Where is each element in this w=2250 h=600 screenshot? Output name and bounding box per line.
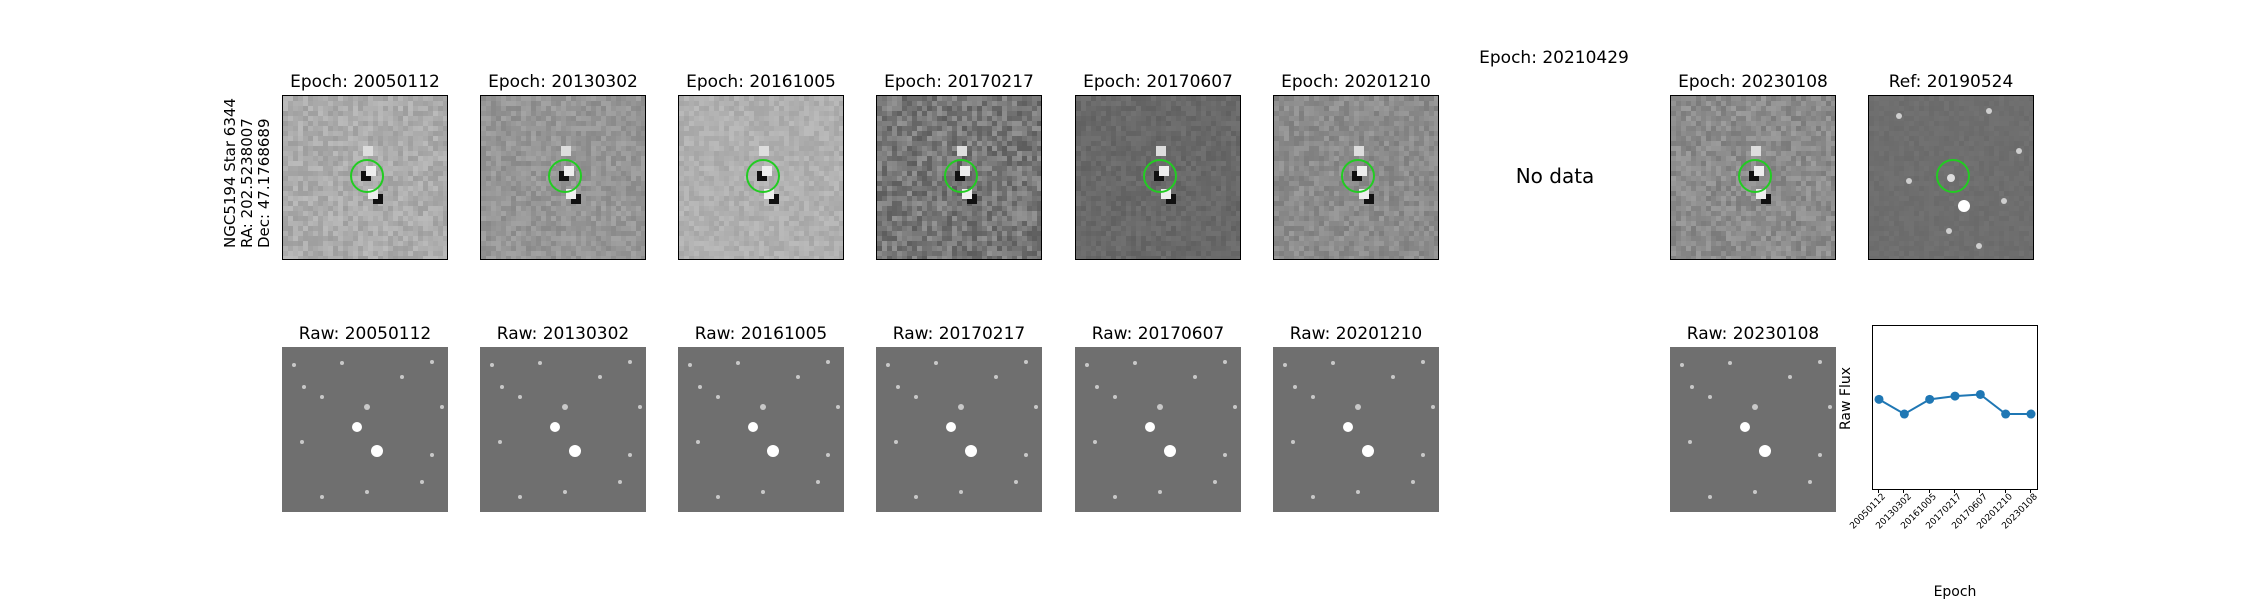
reference-title: Ref: 20190524 (1888, 72, 2014, 92)
lightcurve-xlabel: Epoch (1933, 584, 1977, 600)
raw-title: Raw: 20050112 (298, 324, 432, 344)
target-circle-marker (1738, 159, 1772, 193)
difference-image (1075, 95, 1241, 260)
raw-title: Raw: 20170217 (892, 324, 1026, 344)
lightcurve-plot (1874, 389, 2036, 419)
epoch-title: Epoch: 20130302 (488, 72, 638, 92)
x-tick-mark (1954, 489, 1955, 493)
no-data-message: No data (1515, 164, 1595, 188)
raw-image (1273, 347, 1439, 512)
difference-image (1273, 95, 1439, 260)
raw-image (1670, 347, 1836, 512)
data-point (1975, 389, 1985, 399)
data-point (1925, 394, 1935, 404)
epoch-title: Epoch: 20050112 (290, 72, 440, 92)
lightcurve-ylabel: Raw Flux (1838, 367, 1854, 430)
difference-image (678, 95, 844, 260)
raw-image (678, 347, 844, 512)
difference-image (282, 95, 448, 260)
epoch-title: Epoch: 20170607 (1083, 72, 1233, 92)
target-circle-marker (1143, 159, 1177, 193)
x-tick-mark (1903, 489, 1905, 493)
raw-title: Raw: 20230108 (1686, 324, 1820, 344)
target-circle-marker (548, 159, 582, 193)
difference-image (876, 95, 1042, 260)
target-circle-marker (350, 159, 384, 193)
raw-image (480, 347, 646, 512)
x-tick-mark (1928, 489, 1930, 493)
star-ra: RA: 202.5238007 (238, 118, 256, 248)
reference-image (1868, 95, 2034, 260)
data-point (1950, 391, 1960, 401)
x-tick-mark (2004, 489, 2006, 493)
epoch-title: Epoch: 20230108 (1678, 72, 1828, 92)
data-point (2001, 409, 2011, 419)
data-point (1899, 409, 1909, 419)
epoch-title: Epoch: 20170217 (884, 72, 1034, 92)
raw-title: Raw: 20170607 (1091, 324, 1225, 344)
data-point (1874, 394, 1884, 404)
target-circle-marker (746, 159, 780, 193)
target-circle-marker (1341, 159, 1375, 193)
raw-image (876, 347, 1042, 512)
target-circle-marker (944, 159, 978, 193)
raw-title: Raw: 20201210 (1289, 324, 1423, 344)
lightcurve-plot-frame (1872, 325, 2038, 490)
target-circle-marker (1936, 159, 1970, 193)
raw-title: Raw: 20161005 (694, 324, 828, 344)
star-identifier-label: NGC5194 Star 6344 RA: 202.5238007 Dec: 4… (221, 98, 273, 248)
difference-image (1670, 95, 1836, 260)
difference-image (480, 95, 646, 260)
data-point (2026, 409, 2036, 419)
raw-title: Raw: 20130302 (496, 324, 630, 344)
raw-image (1075, 347, 1241, 512)
star-dec: Dec: 47.1768689 (255, 118, 273, 248)
epoch-title: Epoch: 20210429 (1479, 48, 1629, 68)
x-tick-mark (2030, 489, 2031, 493)
epoch-title: Epoch: 20201210 (1281, 72, 1431, 92)
epoch-title: Epoch: 20161005 (686, 72, 836, 92)
star-name: NGC5194 Star 6344 (221, 98, 239, 248)
raw-image (282, 347, 448, 512)
x-tick-mark (1878, 489, 1879, 493)
x-tick-mark (1979, 489, 1981, 493)
